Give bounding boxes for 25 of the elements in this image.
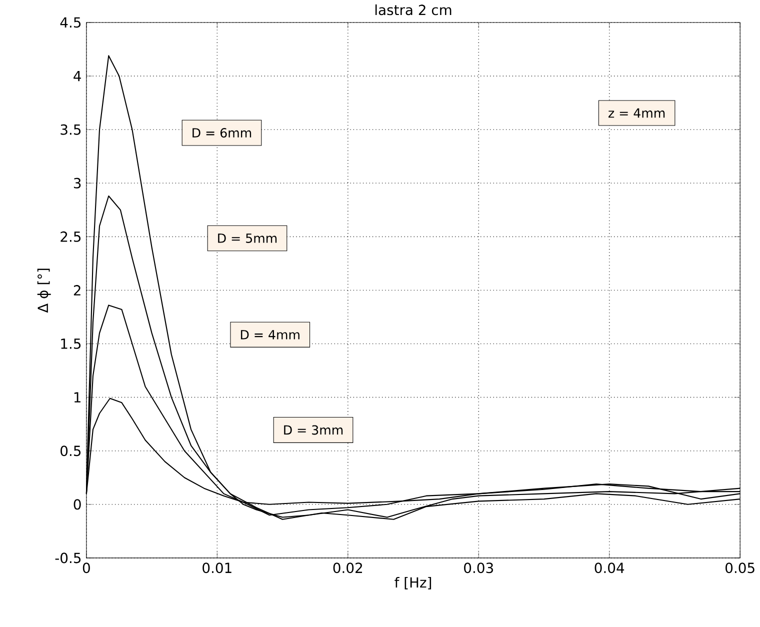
y-tick-label: 1.5 (61, 338, 81, 349)
x-tick-label: 0.01 (202, 562, 232, 573)
chart-title: lastra 2 cm (375, 4, 452, 15)
y-tick-label: 4 (74, 70, 81, 81)
y-tick-label: 0 (74, 498, 81, 510)
annotation: D = 6mm (192, 128, 252, 138)
x-tick-label: 0.04 (594, 562, 624, 573)
annotation: D = 3mm (284, 424, 343, 435)
y-tick-label: 1 (74, 392, 80, 402)
y-tick-label: 2 (74, 284, 80, 296)
y-axis-title: Δ ϕ [°] (37, 268, 51, 313)
x-tick-label: 0.02 (333, 562, 362, 573)
y-tick-label: 3.5 (60, 124, 81, 135)
x-tick-label: 0.05 (726, 562, 754, 573)
y-tick-label: -0.5 (55, 552, 81, 563)
y-tick-label: 3 (74, 178, 81, 188)
annotation: z = 4mm (608, 108, 665, 118)
y-tick-label: 4.5 (60, 17, 81, 28)
y-tick-label: 0.5 (60, 445, 81, 456)
x-tick-label: 0 (82, 562, 90, 573)
annotation: D = 5mm (218, 233, 277, 243)
y-tick-label: 2.5 (60, 231, 81, 242)
annotation: D = 4mm (240, 330, 300, 340)
x-axis-title: f [Hz] (394, 576, 432, 590)
x-tick-label: 0.03 (464, 562, 493, 573)
